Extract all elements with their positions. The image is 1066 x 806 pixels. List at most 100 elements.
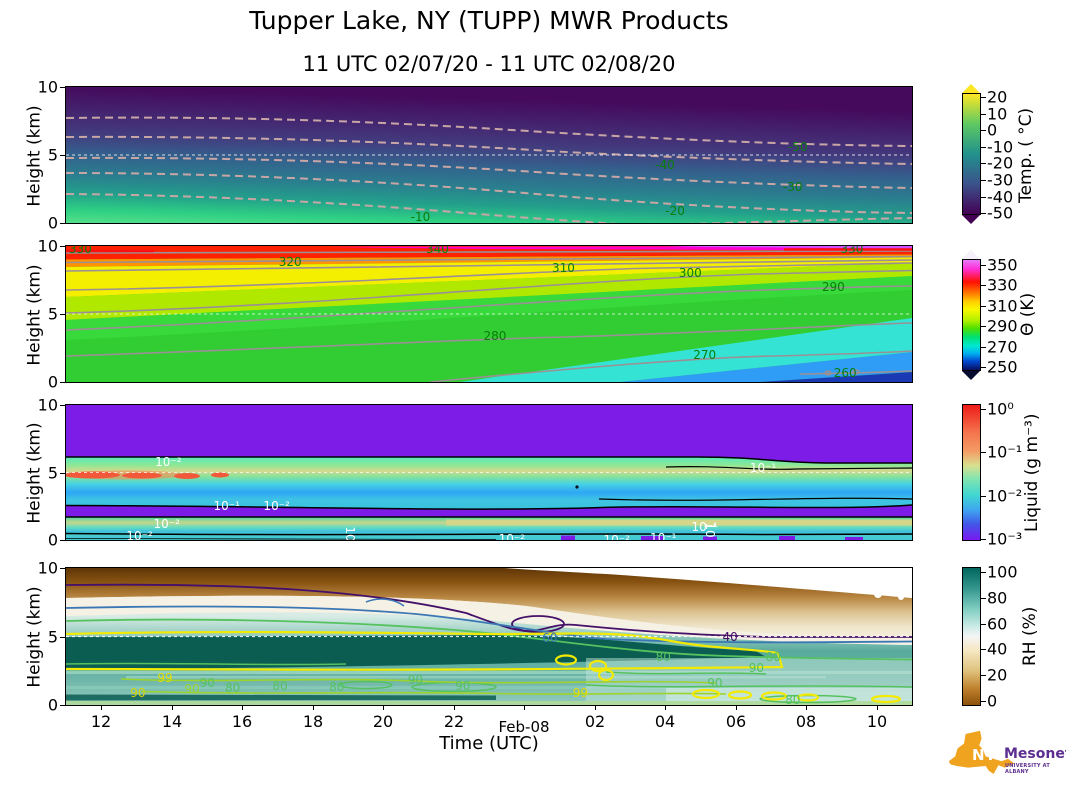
contour-label: 290 xyxy=(821,279,845,294)
xtick-label: 10 xyxy=(866,712,888,731)
contour-label: 260 xyxy=(833,366,857,381)
x-axis-label: Time (UTC) xyxy=(439,733,539,754)
xtick-label: 06 xyxy=(725,712,747,731)
contour-label: 10⁻¹ xyxy=(691,520,718,535)
contour-label: 270 xyxy=(693,347,717,362)
colorbar-tick-mark xyxy=(981,130,986,132)
contour-label: 80 xyxy=(785,693,801,705)
colorbar-tick-label: 310 xyxy=(987,296,1018,316)
theta-colorbar-arrow-up xyxy=(962,250,980,259)
ytick-label: 10 xyxy=(37,77,58,97)
ytick-label: 5 xyxy=(47,627,58,646)
colorbar-tick-label: 350 xyxy=(987,255,1018,275)
colorbar-tick-label: -40 xyxy=(987,187,1014,207)
colorbar-tick-label: 250 xyxy=(987,357,1018,377)
contour-label: -40 xyxy=(655,158,675,173)
colorbar-tick-mark xyxy=(981,97,986,98)
colorbar-tick-mark xyxy=(981,180,986,181)
contour-label: 10 xyxy=(343,526,358,540)
colorbar-tick-label: 290 xyxy=(987,316,1018,336)
contour-label: 80 xyxy=(225,681,241,695)
rh-contour-labels: 99 90 90 90 80 80 80 90 90 60 40 80 80 90 90 99 80 xyxy=(66,568,912,705)
colorbar-tick-label: 330 xyxy=(987,275,1018,295)
contour-label: 280 xyxy=(483,329,507,344)
colorbar-tick-label: 40 xyxy=(987,639,1008,659)
xtick-mark xyxy=(172,705,173,710)
contour-label: 10⁻² xyxy=(498,532,526,540)
xtick-label: 14 xyxy=(161,712,183,731)
contour-label: 320 xyxy=(278,255,302,270)
theta-colorbar-label: Θ (K) xyxy=(1018,292,1038,336)
contour-label: 10⁻² xyxy=(155,454,182,469)
xtick-label: 22 xyxy=(443,712,465,731)
colorbar-tick-mark xyxy=(981,196,986,198)
liquid-colorbar-label: Liquid (g m⁻³) xyxy=(1022,413,1042,532)
colorbar-tick-mark xyxy=(981,597,986,599)
colorbar-tick-label: -30 xyxy=(987,170,1014,190)
contour-label: 99 xyxy=(157,671,173,685)
colorbar-tick-mark xyxy=(981,649,986,651)
ny-state-icon xyxy=(948,730,1015,774)
colorbar-tick-label: 80 xyxy=(987,588,1008,608)
contour-label: 80 xyxy=(655,650,671,665)
contour-label: 10⁻¹ xyxy=(749,461,777,476)
xtick-mark xyxy=(101,705,102,710)
colorbar-tick-label: 0 xyxy=(987,120,998,140)
ytick-mark xyxy=(60,472,66,474)
xtick-label: 12 xyxy=(90,712,112,731)
ytick-label: 5 xyxy=(47,463,58,482)
liquid-heatmap xyxy=(66,405,912,540)
contour-label: 90 xyxy=(407,673,424,688)
contour-label: 10⁻² xyxy=(263,498,290,513)
ytick-label: 0 xyxy=(47,530,58,550)
contour-label: -20 xyxy=(665,204,685,219)
contour-label: 90 xyxy=(199,675,215,690)
subtitle-date-range: 11 UTC 02/07/20 - 11 UTC 02/08/20 xyxy=(302,52,676,76)
rh-colorbar-label: RH (%) xyxy=(1020,606,1040,667)
ytick-mark xyxy=(60,87,66,88)
colorbar-tick-label: 100 xyxy=(987,562,1018,582)
colorbar-tick-mark xyxy=(981,572,986,573)
ytick-label: 10 xyxy=(37,558,58,578)
xtick-label: Feb-08 xyxy=(498,718,550,736)
logo-nys-text: NYS xyxy=(972,746,1008,764)
ytick-mark xyxy=(60,705,66,706)
ytick-label: 0 xyxy=(47,695,58,715)
rh-panel: 99 90 90 90 80 80 80 90 90 60 40 80 80 90 90 99 80 xyxy=(65,567,913,706)
colorbar-tick-label: -50 xyxy=(987,203,1014,223)
temp-colorbar xyxy=(962,93,981,215)
colorbar-tick-mark xyxy=(981,623,986,625)
ytick-mark xyxy=(60,314,66,315)
nys-mesonet-logo: NYS Mesonet UNIVERSITY AT ALBANY xyxy=(944,722,1066,794)
page-title: Tupper Lake, NY (TUPP) MWR Products xyxy=(249,6,729,35)
ytick-mark xyxy=(60,540,66,541)
ytick-mark xyxy=(60,246,66,247)
colorbar-tick-mark xyxy=(981,163,986,165)
contour-label: -50 xyxy=(787,139,808,154)
contour-label: 90 xyxy=(748,661,764,675)
colorbar-tick-mark xyxy=(981,452,986,454)
liquid-colorbar xyxy=(962,404,981,541)
temperature-contour-labels: -10 -20 -30 -40 -50 xyxy=(66,87,912,223)
temperature-heatmap xyxy=(66,87,912,223)
contour-label: 90 xyxy=(455,678,471,693)
contour-label: 90 xyxy=(707,675,723,690)
ytick-label: 10 xyxy=(37,236,58,256)
colorbar-tick-label: 10 xyxy=(987,104,1008,124)
contour-label: 10 xyxy=(702,522,717,538)
colorbar-tick-label: 10⁰ xyxy=(987,399,1014,419)
contour-label: 90 xyxy=(184,681,200,696)
temp-colorbar-label: Temp. ( °C) xyxy=(1016,107,1036,203)
colorbar-tick-mark xyxy=(981,146,986,148)
contour-label: 330 xyxy=(68,246,92,256)
contour-label: 10⁻¹ xyxy=(213,498,240,513)
temp-colorbar-arrow-down xyxy=(962,215,980,224)
theta-colorbar xyxy=(962,259,981,371)
theta-heatmap xyxy=(66,246,912,382)
contour-label: 10⁻² xyxy=(126,529,153,540)
ytick-label: 10 xyxy=(37,395,58,415)
xtick-mark xyxy=(313,705,314,710)
logo-mesonet-text: Mesonet xyxy=(1004,746,1066,762)
contour-label: 340 xyxy=(425,246,449,257)
